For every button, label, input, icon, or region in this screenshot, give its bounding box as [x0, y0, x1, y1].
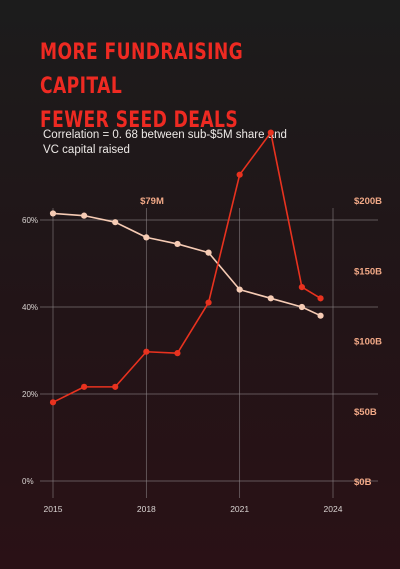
data-point: [317, 312, 324, 319]
y-tick-label-right: $150B: [354, 266, 382, 277]
data-point: [236, 171, 243, 178]
annotation-label: $79M: [140, 196, 164, 207]
series-line: [52, 131, 321, 404]
y-tick-label-left: 0%: [22, 477, 34, 486]
x-tick-label: 2015: [44, 504, 63, 514]
data-point: [112, 383, 119, 390]
x-tick-label: 2021: [230, 504, 249, 514]
x-tick-label: 2018: [137, 504, 156, 514]
y-tick-label-left: 20%: [22, 390, 38, 399]
y-tick-label-right: $200B: [354, 196, 382, 207]
data-point: [267, 295, 274, 302]
x-tick-label: 2024: [324, 504, 343, 514]
y-tick-label-right: $100B: [354, 337, 382, 348]
chart-title: MORE FUNDRAISING CAPITAL FEWER SEED DEAL…: [40, 36, 321, 138]
title-line-1: MORE FUNDRAISING CAPITAL: [40, 40, 244, 99]
data-point: [205, 249, 212, 256]
data-point: [236, 286, 243, 293]
data-point: [81, 212, 88, 219]
data-point: [298, 303, 305, 311]
data-point: [174, 240, 181, 248]
data-point: [81, 383, 88, 390]
data-point: [49, 210, 57, 217]
title-line-2: FEWER SEED DEALS: [40, 108, 239, 133]
data-point: [298, 284, 305, 291]
data-point: [143, 234, 150, 241]
chart-subtitle: Correlation = 0. 68 between sub-$5M shar…: [43, 129, 287, 156]
data-point: [205, 299, 212, 306]
data-point: [49, 399, 57, 406]
series-line: [52, 212, 321, 317]
data-point: [143, 348, 150, 355]
data-point: [174, 350, 181, 357]
y-tick-label-left: 40%: [22, 303, 38, 312]
y-tick-label-right: $50B: [354, 407, 377, 418]
data-point: [317, 295, 324, 302]
y-tick-label-right: $0B: [354, 477, 372, 488]
data-point: [112, 219, 119, 226]
y-tick-label-left: 60%: [22, 216, 38, 225]
data-point: [267, 129, 274, 136]
